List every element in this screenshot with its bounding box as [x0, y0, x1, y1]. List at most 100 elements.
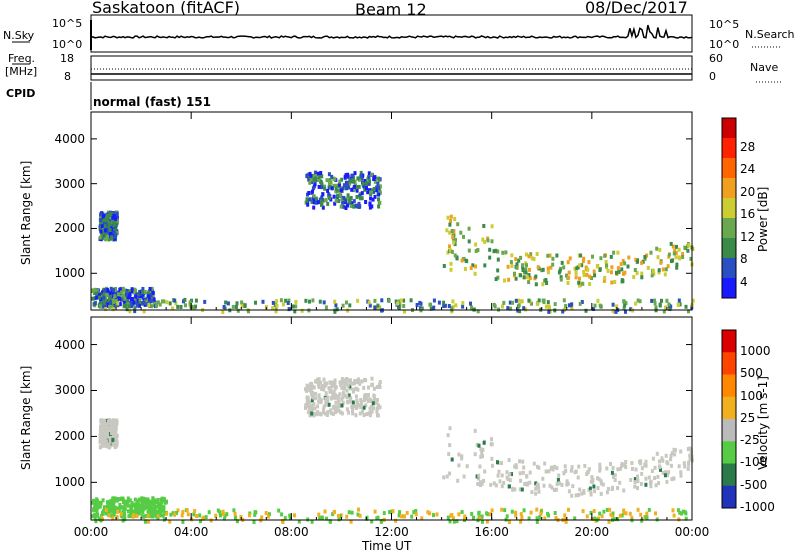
velocity-cell — [162, 505, 166, 510]
power-cell — [610, 270, 613, 275]
power-cell — [104, 237, 108, 242]
velocity-cell — [358, 513, 362, 518]
power-ytick-label: 4000 — [54, 131, 85, 146]
power-cell — [305, 197, 309, 202]
velocity-cell — [503, 508, 507, 513]
velocity-cell — [633, 484, 637, 489]
power-cell — [474, 264, 477, 269]
freq-tick-top: 18 — [60, 52, 74, 65]
velocity-cell — [482, 478, 486, 483]
power-cell — [375, 185, 379, 190]
power-cell — [316, 171, 320, 176]
power-cell — [409, 298, 413, 303]
velocity-cell — [573, 470, 577, 475]
velocity-cell — [616, 467, 620, 472]
velocity-cell — [673, 452, 677, 457]
velocity-cell — [94, 519, 98, 524]
power-ytick-label: 1000 — [54, 266, 85, 281]
velocity-cell — [325, 381, 328, 386]
power-cell — [450, 306, 454, 311]
power-cell — [551, 262, 555, 267]
power-cell — [350, 201, 354, 206]
power-cell — [345, 186, 348, 191]
power-cell — [610, 265, 614, 270]
power-cell — [317, 175, 321, 180]
velocity-cell — [126, 499, 130, 504]
velocity-cell — [190, 517, 194, 522]
velocity-cell — [153, 499, 156, 504]
power-cell — [657, 270, 661, 275]
velocity-cell — [313, 411, 317, 416]
power-cell — [376, 181, 380, 186]
velocity-colorbar-swatch — [722, 441, 736, 464]
power-cell — [530, 301, 533, 306]
velocity-cell — [340, 381, 344, 386]
power-cell — [511, 300, 514, 305]
velocity-cell — [589, 489, 593, 494]
power-cell — [582, 273, 586, 277]
velocity-cell — [664, 470, 667, 475]
power-cell — [129, 304, 133, 309]
power-cell — [658, 303, 662, 308]
velocity-cell — [582, 489, 586, 494]
velocity-cell — [332, 510, 336, 515]
power-cell — [132, 300, 136, 305]
freq-panel-frame — [90, 55, 693, 81]
power-cell — [581, 281, 585, 286]
velocity-cell — [636, 474, 639, 479]
power-cell — [397, 306, 401, 311]
power-cell — [627, 255, 631, 260]
velocity-cell — [611, 465, 615, 470]
power-cell — [325, 178, 329, 183]
power-cell — [128, 301, 132, 306]
power-cell — [517, 298, 521, 303]
power-cell — [578, 283, 581, 288]
velocity-cell — [612, 517, 616, 522]
power-cell — [527, 298, 531, 303]
power-colorbar-tick: 12 — [740, 229, 756, 244]
power-cell — [111, 298, 115, 303]
power-cell — [349, 204, 353, 208]
power-cell — [528, 267, 531, 272]
power-cell — [609, 254, 613, 259]
power-cell — [115, 211, 119, 216]
velocity-cell — [181, 510, 185, 514]
power-cell — [308, 180, 312, 185]
velocity-cell — [514, 513, 518, 518]
velocity-cell — [97, 500, 101, 505]
velocity-cell — [93, 513, 97, 517]
power-cell — [109, 293, 113, 298]
power-cell — [548, 253, 552, 258]
velocity-colorbar-swatch — [722, 352, 736, 375]
velocity-cell — [344, 377, 348, 382]
power-cell — [310, 199, 314, 204]
velocity-cell — [280, 512, 284, 517]
power-cell — [321, 192, 325, 197]
velocity-cell — [479, 454, 483, 459]
power-cell — [97, 295, 101, 300]
velocity-cell — [527, 516, 531, 521]
velocity-cell — [340, 385, 344, 390]
velocity-cell — [518, 487, 522, 492]
power-cell — [588, 274, 592, 279]
power-cell — [588, 282, 592, 286]
velocity-cell — [324, 391, 328, 396]
velocity-cell — [327, 386, 331, 391]
velocity-cell — [376, 515, 380, 520]
velocity-cell — [507, 520, 511, 524]
velocity-cell — [420, 516, 424, 521]
power-cell — [474, 242, 478, 247]
power-cell — [327, 172, 331, 177]
power-cell — [530, 256, 534, 261]
power-cell — [135, 302, 139, 307]
power-cell — [294, 304, 298, 309]
power-cell — [103, 221, 107, 226]
power-cell — [138, 301, 142, 306]
power-cell — [528, 276, 532, 281]
velocity-cell — [127, 514, 131, 519]
velocity-cell — [507, 458, 511, 463]
power-cell — [133, 309, 137, 314]
power-cell — [110, 228, 114, 233]
power-cell — [448, 230, 452, 235]
velocity-cell — [410, 514, 414, 519]
